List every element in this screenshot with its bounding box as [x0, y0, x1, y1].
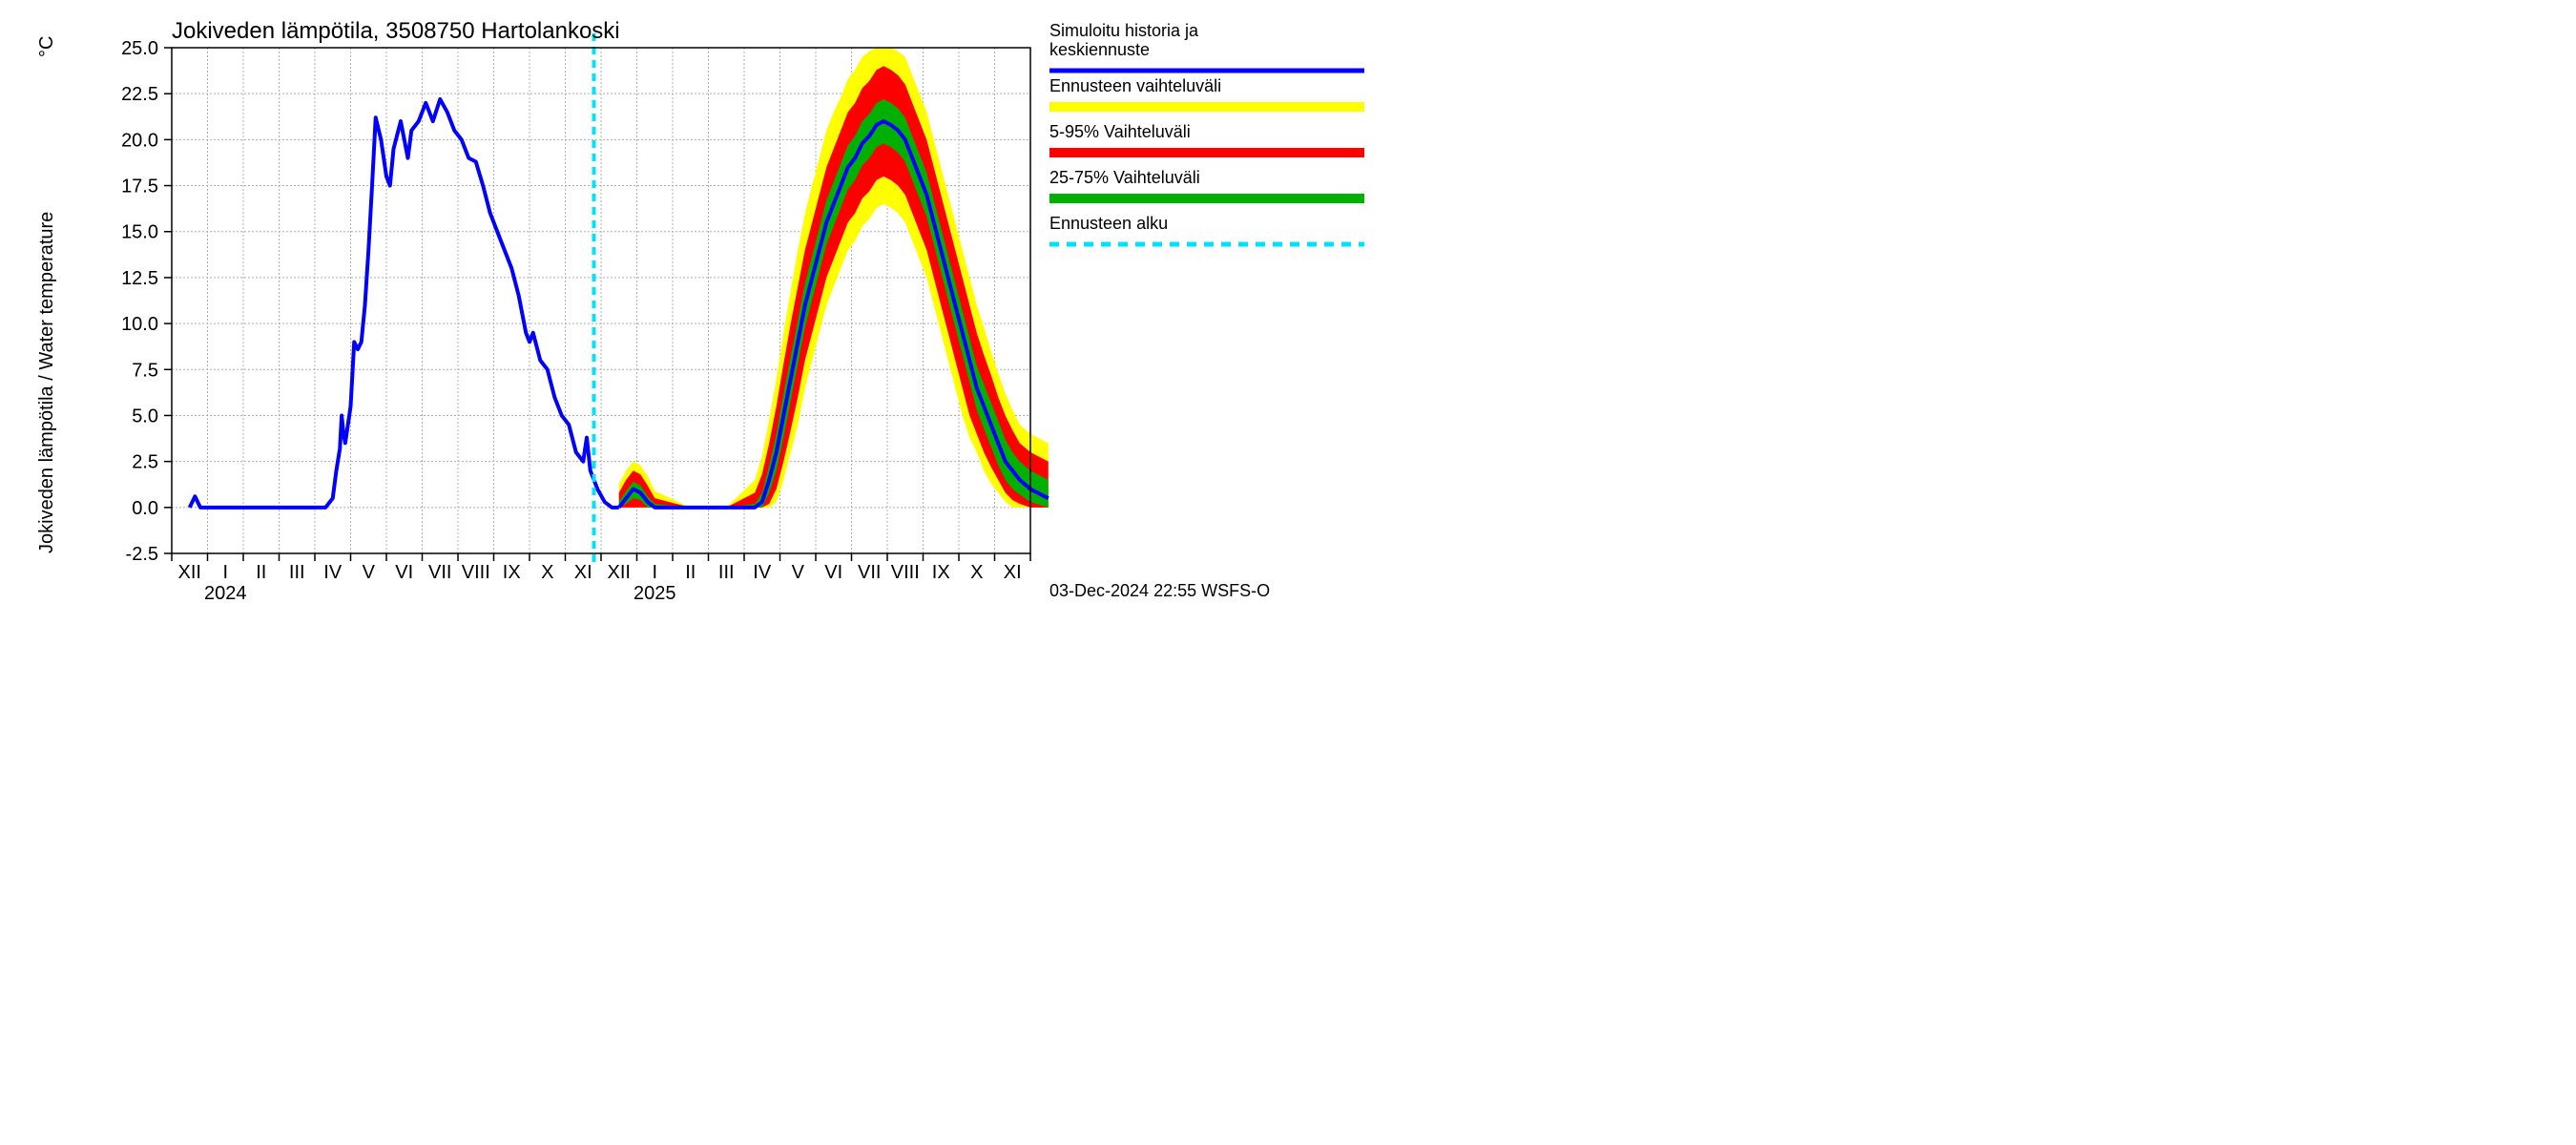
x-month-label: V [792, 562, 805, 583]
y-tick-label: 2.5 [132, 452, 158, 473]
chart-footer: 03-Dec-2024 22:55 WSFS-O [1049, 581, 1270, 600]
chart-svg: -2.5 0.0 2.5 5.0 7.5 10.0 12.5 15.0 17.5 20.0 22.5… [0, 0, 1431, 630]
x-month-label: X [541, 562, 553, 583]
y-tick-label: 0.0 [132, 498, 158, 519]
x-month-label: VI [824, 562, 842, 583]
y-tick-label: 7.5 [132, 360, 158, 381]
legend-label: keskiennuste [1049, 40, 1150, 59]
x-month-label: XII [178, 562, 201, 583]
chart-title: Jokiveden lämpötila, 3508750 Hartolankos… [172, 18, 620, 44]
x-month-label: VII [428, 562, 451, 583]
y-tick-label: -2.5 [126, 544, 158, 565]
x-month-label: III [289, 562, 305, 583]
x-month-label: V [363, 562, 376, 583]
legend-label: Ennusteen alku [1049, 214, 1168, 233]
x-month-label: XI [1004, 562, 1022, 583]
x-month-label: III [718, 562, 735, 583]
y-axis-label: Jokiveden lämpötila / Water temperature [36, 212, 57, 553]
x-month-label: VII [858, 562, 881, 583]
x-month-label: II [685, 562, 696, 583]
legend-swatch [1049, 102, 1364, 112]
y-tick-label: 12.5 [121, 268, 158, 289]
x-month-label: I [652, 562, 657, 583]
x-month-label: X [970, 562, 983, 583]
x-month-label: VIII [462, 562, 490, 583]
y-axis-unit: °C [36, 36, 57, 57]
x-month-label: IV [323, 562, 343, 583]
x-month-label: IX [932, 562, 950, 583]
legend-label: 25-75% Vaihteluväli [1049, 168, 1200, 187]
y-tick-label: 20.0 [121, 130, 158, 151]
legend-label: 5-95% Vaihteluväli [1049, 122, 1191, 141]
x-month-label: I [222, 562, 228, 583]
legend-label: Simuloitu historia ja [1049, 21, 1199, 40]
y-tick-label: 17.5 [121, 177, 158, 198]
x-month-label: VI [395, 562, 413, 583]
y-tick-label: 22.5 [121, 84, 158, 105]
x-year-label: 2025 [634, 583, 676, 604]
legend-swatch [1049, 148, 1364, 157]
y-tick-label: 5.0 [132, 406, 158, 427]
y-tick-label: 25.0 [121, 38, 158, 59]
y-tick-label: 10.0 [121, 314, 158, 335]
x-month-label: II [256, 562, 266, 583]
y-tick-label: 15.0 [121, 222, 158, 243]
x-month-label: IV [753, 562, 772, 583]
x-month-label: IX [503, 562, 521, 583]
x-month-label: VIII [891, 562, 920, 583]
x-month-label: XII [608, 562, 631, 583]
x-year-label: 2024 [204, 583, 247, 604]
legend-label: Ennusteen vaihteluväli [1049, 76, 1221, 95]
legend-swatch [1049, 194, 1364, 203]
water-temperature-chart: -2.5 0.0 2.5 5.0 7.5 10.0 12.5 15.0 17.5 20.0 22.5… [0, 0, 1431, 630]
x-month-label: XI [574, 562, 592, 583]
